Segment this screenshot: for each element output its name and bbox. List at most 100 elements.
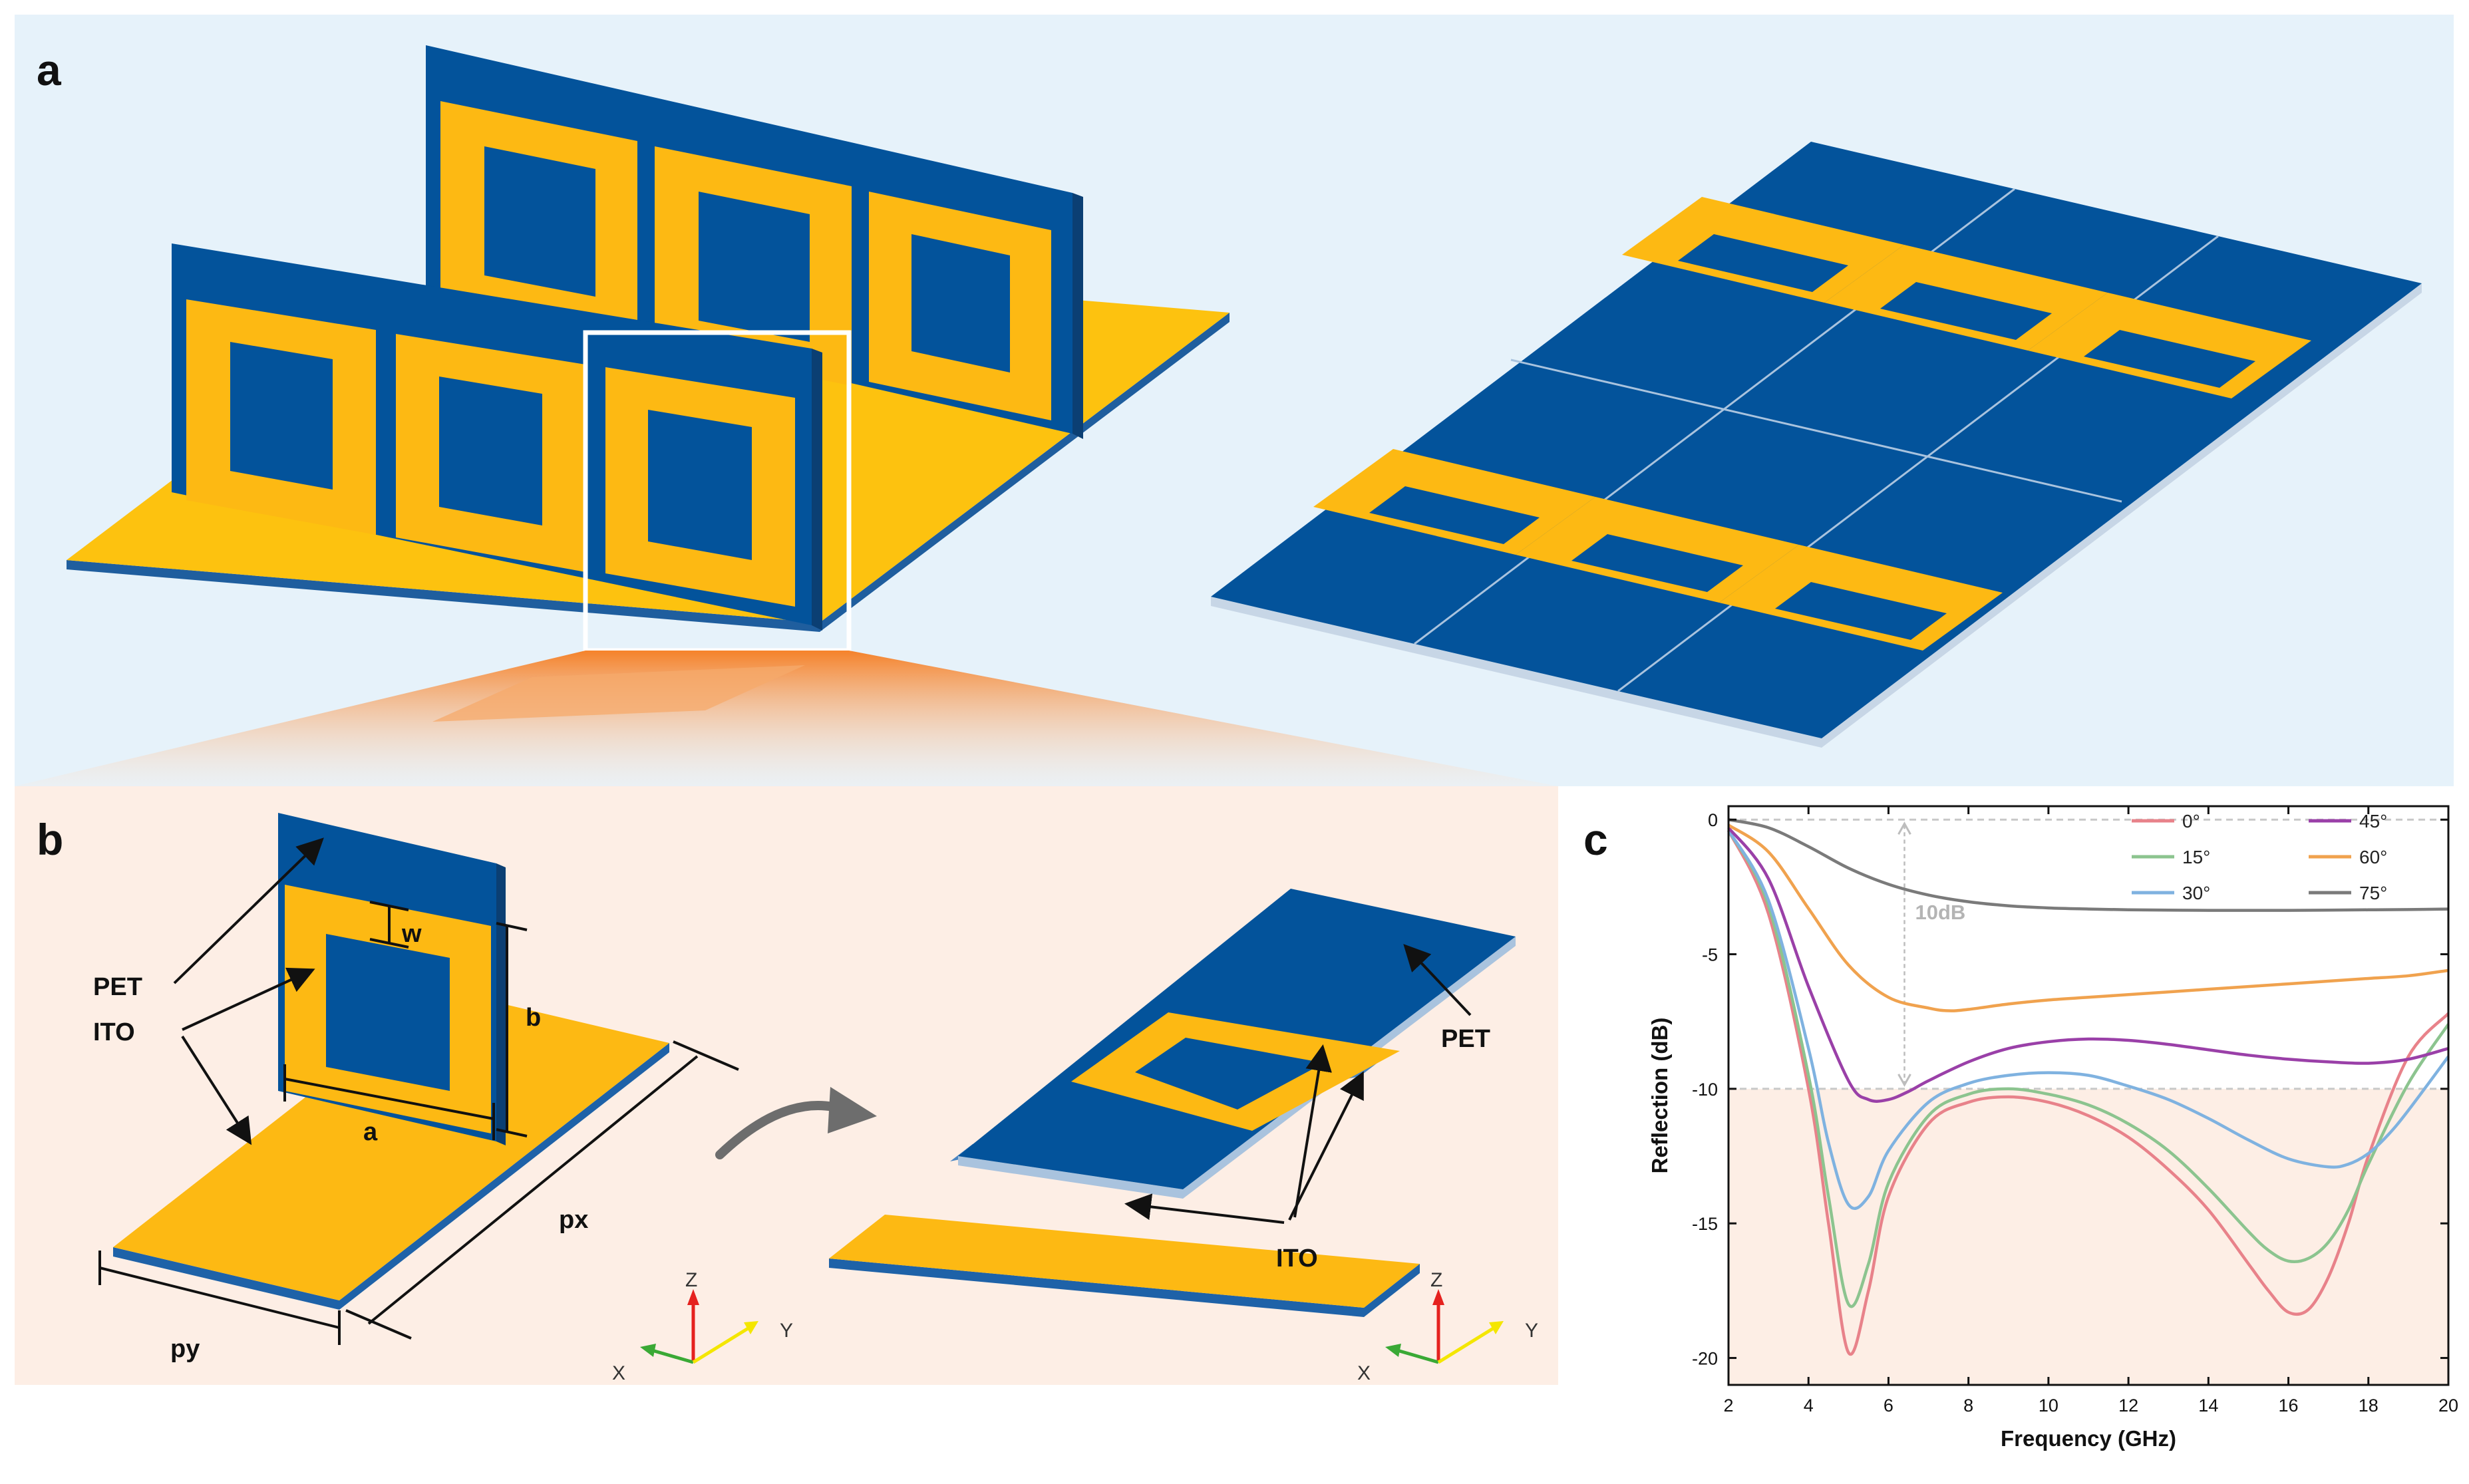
series-line-5	[1728, 818, 2449, 912]
reflection-chart: 10dB 2 4 6 8 10 12 14 16 18 20 0 -5 -10 -15 -20 Frequenc…	[1647, 805, 2458, 1451]
panel-c: c 10dB 2 4 6 8 10 12 14 16 18 20 0 -5 -10 -15 -20 Freque…	[1583, 805, 2458, 1451]
legend-label: 0°	[2182, 811, 2200, 831]
y-tick-label: -20	[1692, 1349, 1718, 1369]
legend-label: 15°	[2182, 847, 2210, 867]
w-label: w	[401, 920, 422, 948]
x-tick-label: 4	[1804, 1396, 1814, 1415]
square-ring	[655, 146, 852, 386]
pet-label-right: PET	[1441, 1025, 1490, 1053]
px-dim-line	[367, 1055, 699, 1325]
x-tick-label: 12	[2118, 1396, 2138, 1415]
x-tick-label: 20	[2438, 1396, 2458, 1415]
10db-arrow-top	[1897, 821, 1911, 835]
axes-triad-right	[1385, 1289, 1504, 1364]
ito-square-ring	[285, 885, 491, 1133]
x-axis-line	[1397, 1348, 1439, 1364]
ito-base-plate	[113, 990, 669, 1300]
square-ring	[1313, 449, 1595, 555]
a-dim-horizontal	[284, 1078, 494, 1120]
pet-label-left: PET	[93, 973, 142, 1001]
triad-right-x: X	[1357, 1362, 1371, 1384]
flat-array-structure	[1211, 142, 2422, 748]
plot-frame	[1727, 805, 2450, 1386]
ito-arrow-mid-right	[1288, 1071, 1364, 1221]
square-ring	[186, 299, 376, 535]
py-label: py	[170, 1335, 200, 1363]
triad-left-x: X	[612, 1362, 625, 1384]
panel-b-letter: b	[37, 815, 63, 864]
axes-triad-left	[640, 1289, 758, 1364]
square-ring	[1719, 545, 2003, 651]
square-ring	[1824, 245, 2108, 351]
square-ring	[605, 367, 795, 607]
py-dim-line	[99, 1266, 340, 1329]
legend-label: 60°	[2359, 847, 2387, 867]
10db-arrow-bottom	[1897, 1074, 1911, 1087]
b-dim-bottom-tick	[496, 1128, 528, 1137]
x-tick-label: 6	[1884, 1396, 1893, 1415]
b-dim-top-tick	[496, 922, 528, 931]
unit-cell-flat	[829, 889, 1516, 1317]
ito-square-ring-flat	[1071, 1012, 1400, 1131]
y-tick-label: -15	[1692, 1214, 1718, 1234]
x-tick-label: 2	[1723, 1396, 1733, 1415]
grid-line	[1510, 359, 2122, 503]
zoom-beam-plate	[432, 665, 805, 722]
flat-pet-plate	[1211, 142, 2422, 738]
y-tick-label: -5	[1702, 945, 1718, 965]
series-line-2	[1727, 829, 2450, 1210]
vertical-array-structure	[67, 45, 1230, 653]
y-axis-head	[1489, 1321, 1504, 1334]
flat-rings	[1313, 197, 2311, 651]
px-label: px	[559, 1206, 588, 1234]
triad-right-y: Y	[1525, 1320, 1538, 1342]
dimension-lines	[98, 901, 739, 1345]
back-wall-rings	[440, 101, 1051, 420]
panel-a-letter: a	[37, 45, 62, 94]
leader-arrows-right	[1124, 944, 1472, 1224]
ito-arrow-plate-right	[1124, 1193, 1285, 1224]
x-tick-label: 18	[2359, 1396, 2379, 1415]
square-ring	[1622, 197, 1904, 303]
zoom-beam	[15, 651, 1558, 786]
triad-right-z: Z	[1430, 1269, 1442, 1291]
x-tick-label: 14	[2198, 1396, 2218, 1415]
ito-arrow-ring-right	[1293, 1044, 1332, 1218]
series-line-4	[1727, 823, 2449, 1012]
panel-c-letter: c	[1583, 815, 1608, 864]
pet-wall-side	[496, 863, 506, 1145]
legend-label: 45°	[2359, 811, 2387, 831]
front-wall-rings	[186, 299, 795, 607]
pet-arrow-right	[1403, 944, 1472, 1016]
ito-arrow-plate	[181, 1035, 252, 1145]
triad-left-z: Z	[685, 1269, 697, 1291]
square-ring	[1516, 497, 1799, 603]
front-wall-side	[812, 349, 822, 631]
b-label: b	[526, 1004, 541, 1032]
below-threshold-region	[1728, 1088, 2448, 1385]
square-ring	[869, 192, 1051, 420]
x-tick-label: 8	[1963, 1396, 1973, 1415]
panel-b: b	[15, 651, 1558, 1385]
pet-arrow	[173, 837, 324, 984]
series-line-3	[1727, 826, 2449, 1103]
panel-a: a	[15, 15, 2454, 786]
x-axis-title: Frequency (GHz)	[2001, 1426, 2176, 1451]
legend-label: 30°	[2182, 883, 2210, 903]
x-tick-label: 16	[2279, 1396, 2299, 1415]
10db-annotation-label: 10dB	[1915, 901, 1965, 924]
px-dim-tick-top	[673, 1040, 739, 1071]
ito-label-right: ITO	[1276, 1245, 1318, 1272]
z-axis-head	[687, 1289, 699, 1305]
ito-label-left: ITO	[93, 1018, 135, 1046]
unit-cell-vertical	[113, 813, 669, 1310]
square-ring	[2028, 293, 2311, 398]
px-dim-tick-bottom	[345, 1309, 412, 1340]
x-tick-label: 10	[2039, 1396, 2058, 1415]
back-wall-side	[1072, 193, 1083, 439]
transform-arrow-head	[828, 1087, 877, 1133]
x-axis-line	[651, 1348, 694, 1364]
legend-label: 75°	[2359, 883, 2387, 903]
ito-arrow-ring	[182, 967, 315, 1031]
